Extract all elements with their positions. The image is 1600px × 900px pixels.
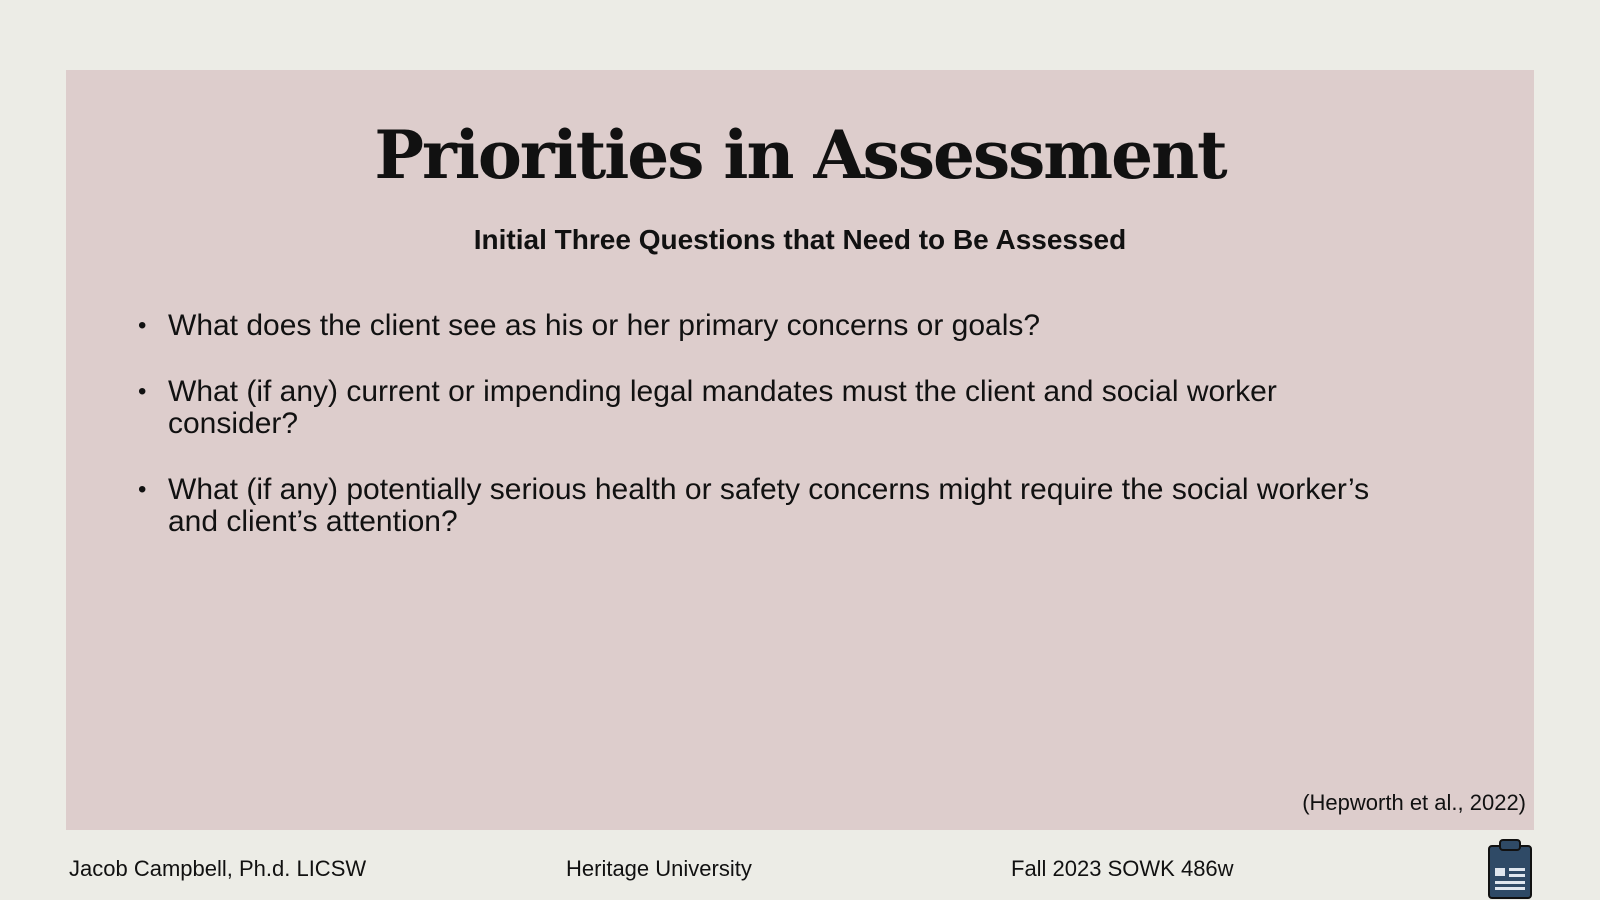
bullet-item: • What (if any) potentially serious heal… bbox=[138, 474, 1398, 538]
bullet-list: • What does the client see as his or her… bbox=[138, 310, 1398, 572]
bullet-dot-icon: • bbox=[138, 378, 147, 405]
footer-author: Jacob Campbell, Ph.d. LICSW bbox=[69, 856, 367, 881]
footer-course: Fall 2023 SOWK 486w bbox=[1011, 856, 1234, 881]
bullet-item: • What does the client see as his or her… bbox=[138, 310, 1398, 342]
clipboard-icon bbox=[1488, 839, 1532, 899]
citation: (Hepworth et al., 2022) bbox=[1302, 790, 1526, 815]
bullet-dot-icon: • bbox=[138, 476, 147, 503]
bullet-dot-icon: • bbox=[138, 312, 147, 339]
slide-title: Priorities in Assessment bbox=[374, 116, 1227, 194]
bullet-text: What (if any) current or impending legal… bbox=[168, 375, 1277, 440]
bullet-text: What (if any) potentially serious health… bbox=[168, 473, 1370, 538]
slide-subtitle: Initial Three Questions that Need to Be … bbox=[473, 224, 1127, 255]
bullet-item: • What (if any) current or impending leg… bbox=[138, 376, 1398, 440]
bullet-text: What does the client see as his or her p… bbox=[168, 309, 1041, 342]
footer-institution: Heritage University bbox=[566, 856, 752, 881]
content-panel bbox=[66, 70, 1534, 830]
